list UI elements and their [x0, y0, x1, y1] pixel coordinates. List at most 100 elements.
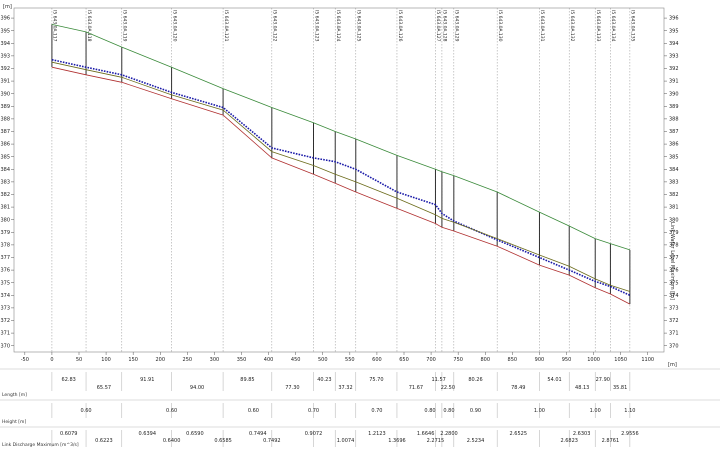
section-label[interactable]: I5 643.0A.124 [335, 10, 341, 42]
length-value: 91.91 [140, 377, 154, 383]
x-tick-label: 950 [562, 357, 572, 363]
section-label[interactable]: I5 643.0A.131 [539, 10, 545, 42]
y-tick-label: 385 [0, 154, 10, 160]
depth-value: 0.7492 [263, 438, 281, 444]
y-tick-label: 370 [0, 343, 10, 349]
section-label[interactable]: I5 643.0A.132 [569, 10, 575, 42]
y-axis-unit-label: [m] [3, 4, 12, 10]
y-tick-label: 394 [0, 41, 10, 47]
y-tick-label-right: 396 [669, 16, 679, 22]
section-label[interactable]: I5 643.0A.125 [356, 10, 362, 42]
depth-value: 0.6585 [214, 438, 232, 444]
section-label[interactable]: I5 643.0A.135 [630, 10, 636, 42]
y-tick-label: 379 [0, 230, 10, 236]
y-tick-label: 378 [0, 242, 10, 248]
height-value: 0.80 [443, 408, 454, 414]
depth-value: 2.2800 [440, 431, 458, 437]
height-row-label: Height [m] [2, 419, 26, 425]
length-value: 11.57 [432, 377, 446, 383]
y-tick-label-right: 395 [669, 28, 679, 34]
y-tick-label-right: 371 [669, 331, 679, 337]
y-tick-label-right: 384 [669, 167, 679, 173]
x-tick-label: 600 [372, 357, 382, 363]
x-tick-label: 150 [128, 357, 138, 363]
length-value: 48.13 [575, 385, 589, 391]
x-tick-label: 650 [399, 357, 409, 363]
x-tick-label: 50 [76, 357, 82, 363]
length-row-label: Length [m] [2, 392, 27, 398]
section-label[interactable]: I5 643.0A.122 [272, 10, 278, 42]
y-tick-label-right: 390 [669, 91, 679, 97]
section-label[interactable]: I5 643.0A.127 [435, 10, 441, 42]
y-tick-label: 372 [0, 318, 10, 324]
y-tick-label: 383 [0, 179, 10, 185]
length-value: 40.23 [317, 377, 331, 383]
height-value: 0.70 [308, 408, 319, 414]
section-label[interactable]: I5 643.0A.119 [122, 10, 128, 42]
length-value: 27.90 [596, 377, 610, 383]
depth-value: 2.6525 [510, 431, 528, 437]
y-tick-label-right: 370 [669, 343, 679, 349]
y-tick-label: 381 [0, 205, 10, 211]
x-tick-label: -50 [21, 357, 29, 363]
height-value: 1.00 [590, 408, 601, 414]
length-value: 77.30 [285, 385, 299, 391]
length-value: 54.01 [547, 377, 561, 383]
y-tick-label: 384 [0, 167, 10, 173]
depth-value: 0.6394 [139, 431, 157, 437]
length-value: 94.00 [190, 385, 204, 391]
section-label[interactable]: I5 643.0A.130 [497, 10, 503, 42]
x-tick-label: 200 [155, 357, 165, 363]
length-value: 22.50 [441, 385, 455, 391]
depth-value: 0.6590 [186, 431, 204, 437]
y-tick-label-right: 381 [669, 205, 679, 211]
x-tick-label: 500 [318, 357, 328, 363]
section-label[interactable]: I5 643.0A.128 [442, 10, 448, 42]
y-tick-label-right: 386 [669, 142, 679, 148]
section-label[interactable]: I5 643.0A.133 [595, 10, 601, 42]
depth-value: 0.6400 [163, 438, 181, 444]
y-tick-label: 395 [0, 28, 10, 34]
x-tick-label: 1000 [587, 357, 600, 363]
section-label[interactable]: I5 643.0A.129 [454, 10, 460, 42]
x-tick-label: 550 [345, 357, 355, 363]
y-tick-label: 396 [0, 16, 10, 22]
length-value: 65.57 [97, 385, 111, 391]
y-tick-label: 386 [0, 142, 10, 148]
length-value: 37.32 [338, 385, 352, 391]
section-label[interactable]: I5 643.0A.126 [397, 10, 403, 42]
y-tick-label-right: 372 [669, 318, 679, 324]
x-tick-label: 1100 [641, 357, 654, 363]
depth-value: 1.3696 [388, 438, 406, 444]
y-tick-label: 387 [0, 129, 10, 135]
section-label[interactable]: I5 643.0A.120 [171, 10, 177, 42]
x-tick-label: 0 [50, 357, 53, 363]
x-tick-label: 300 [210, 357, 220, 363]
depth-value: 2.6823 [560, 438, 578, 444]
section-label[interactable]: I5 643.0A.118 [86, 10, 92, 42]
length-value: 35.81 [613, 385, 627, 391]
length-value: 62.83 [62, 377, 76, 383]
y-tick-label: 391 [0, 79, 10, 85]
section-label[interactable]: I5 643.0A.121 [223, 10, 229, 42]
x-tick-label: 100 [101, 357, 111, 363]
depth-value: 2.6303 [573, 431, 591, 437]
height-value: 0.60 [166, 408, 177, 414]
plot-frame [14, 8, 664, 352]
x-axis-unit-label: [m] [668, 362, 677, 368]
y-tick-label-right: 383 [669, 179, 679, 185]
y-tick-label-right: 388 [669, 116, 679, 122]
section-label[interactable]: I5 643.0A.134 [610, 10, 616, 42]
y-tick-label: 371 [0, 331, 10, 337]
x-tick-label: 800 [480, 357, 490, 363]
y-tick-label: 390 [0, 91, 10, 97]
y-axis-right-title: Link Water Level Maximum [m] [669, 222, 675, 312]
y-tick-label: 375 [0, 280, 10, 286]
section-label[interactable]: I5 643.0A.123 [313, 10, 319, 42]
x-tick-label: 350 [237, 357, 247, 363]
depth-value: 0.9072 [305, 431, 323, 437]
length-value: 71.67 [409, 385, 423, 391]
y-tick-label-right: 387 [669, 129, 679, 135]
height-value: 0.60 [248, 408, 259, 414]
